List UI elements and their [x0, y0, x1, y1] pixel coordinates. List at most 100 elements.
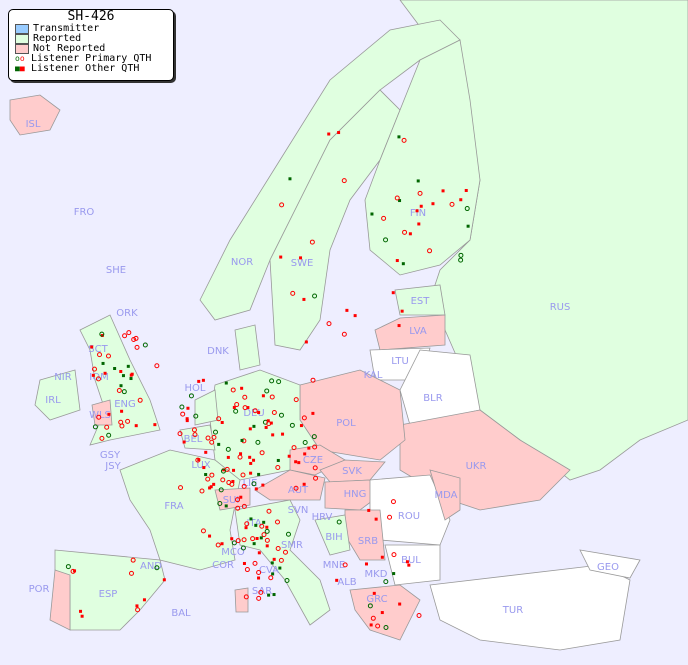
country-label-mco: MCO [221, 547, 245, 558]
country-lva [374, 314, 446, 351]
listener-other-qth-marker [119, 384, 123, 388]
listener-primary-qth-marker [209, 439, 215, 445]
country-label-fro: FRO [74, 207, 95, 218]
listener-other-qth-marker [302, 297, 306, 301]
legend-transmitter: Transmitter [9, 24, 173, 34]
listener-primary-qth-marker [216, 416, 222, 422]
listener-primary-qth-marker [212, 429, 218, 435]
listener-primary-qth-marker [199, 488, 205, 494]
listener-primary-qth-marker [242, 394, 248, 400]
listener-primary-qth-marker [104, 424, 110, 430]
listener-primary-qth-marker [394, 195, 400, 201]
listener-other-qth-marker [407, 563, 411, 567]
listener-other-qth-marker [244, 526, 248, 530]
listener-other-qth-marker [249, 471, 253, 475]
listener-other-qth-marker [209, 485, 213, 489]
listener-other-qth-marker [408, 232, 412, 236]
listener-other-qth-marker [100, 334, 104, 338]
listener-primary-qth-marker [341, 178, 347, 184]
listener-other-qth-marker [261, 483, 265, 487]
listener-primary-qth-marker [244, 521, 250, 527]
listener-primary-qth-marker [200, 528, 206, 534]
listener-primary-qth-marker [261, 532, 267, 538]
listener-other-qth-marker [257, 551, 261, 555]
listener-other-qth-marker [255, 536, 259, 540]
listener-other-qth-marker [276, 458, 280, 462]
listener-primary-qth-marker [91, 366, 97, 372]
country-label-nir: NIR [54, 372, 71, 383]
listener-primary-qth-marker [402, 229, 408, 235]
listener-primary-qth-marker [234, 402, 240, 408]
listener-primary-qth-marker [264, 537, 270, 543]
listener-other-qth-marker [224, 381, 228, 385]
listener-other-qth-marker [327, 132, 331, 136]
legend-label: Listener Primary QTH [31, 53, 152, 64]
country-label-cor: COR [212, 560, 234, 571]
listener-primary-qth-marker [458, 252, 464, 258]
listener-primary-qth-marker [256, 595, 262, 601]
listener-other-qth-marker [254, 523, 258, 527]
listener-other-qth-marker [281, 432, 285, 436]
listener-primary-qth-marker [342, 562, 348, 568]
listener-primary-qth-marker [370, 615, 376, 621]
country-label-blr: BLR [423, 393, 442, 404]
listener-other-qth-marker [392, 572, 396, 576]
listener-other-qth-marker [231, 479, 235, 483]
listener-other-qth-marker [130, 372, 134, 376]
listener-other-qth-marker [297, 461, 301, 465]
country-label-jsy: JSY [104, 461, 121, 472]
legend-label: Listener Other QTH [31, 63, 140, 74]
listener-other-qth-marker [400, 309, 404, 313]
listener-primary-qth-marker [106, 432, 112, 438]
listener-primary-qth-marker [121, 389, 127, 395]
listener-other-qth-marker [226, 455, 230, 459]
country-label-svk: SVK [342, 466, 362, 477]
country-label-mne: MNE [323, 560, 345, 571]
listener-other-qth-marker [271, 433, 275, 437]
country-label-iom: IOM [89, 372, 108, 383]
listener-primary-qth-marker [205, 435, 211, 441]
legend-not-reported: Not Reported [9, 44, 173, 54]
listener-other-qth-marker [73, 569, 77, 573]
country-label-por: POR [29, 584, 50, 595]
listener-primary-qth-marker [341, 331, 347, 337]
listener-other-qth-marker [208, 534, 212, 538]
country-label-bal: BAL [171, 608, 191, 619]
ring-icon: oo [15, 54, 25, 63]
listener-other-qth-marker [265, 525, 269, 529]
listener-primary-qth-marker [458, 257, 464, 263]
country-por [49, 569, 71, 631]
listener-primary-qth-marker [417, 190, 423, 196]
listener-primary-qth-marker [290, 290, 296, 296]
listener-other-qth-marker [201, 378, 205, 382]
listener-primary-qth-marker [251, 481, 257, 487]
listener-primary-qth-marker [154, 363, 160, 369]
listener-primary-qth-marker [284, 577, 290, 583]
country-label-nor: NOR [231, 257, 253, 268]
listener-other-qth-marker [335, 578, 339, 582]
listener-primary-qth-marker [92, 424, 98, 430]
listener-other-qth-marker [119, 369, 123, 373]
listener-other-qth-marker [224, 504, 228, 508]
listener-other-qth-marker [204, 473, 208, 477]
listener-primary-qth-marker [275, 546, 281, 552]
country-label-lva: LVA [409, 326, 427, 337]
listener-primary-qth-marker [218, 487, 224, 493]
listener-primary-qth-marker [220, 477, 226, 483]
listener-primary-qth-marker [116, 388, 122, 394]
country-dnk [234, 324, 261, 371]
listener-other-qth-marker [272, 557, 276, 561]
listener-other-qth-marker [90, 345, 94, 349]
listener-primary-qth-marker [416, 613, 422, 619]
listener-other-qth-marker [257, 410, 261, 414]
listener-other-qth-marker [186, 406, 190, 410]
country-svk [319, 459, 386, 483]
listener-other-qth-marker [185, 417, 189, 421]
listener-primary-qth-marker [179, 404, 185, 410]
listener-other-qth-marker [239, 495, 243, 499]
listener-primary-qth-marker [278, 412, 284, 418]
listener-primary-qth-marker [130, 557, 136, 563]
listener-primary-qth-marker [122, 333, 128, 339]
listener-other-qth-marker [417, 222, 421, 226]
